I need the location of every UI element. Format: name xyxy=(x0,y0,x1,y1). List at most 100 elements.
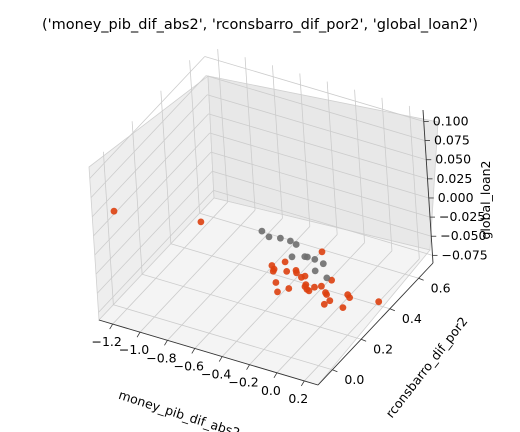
z-tick-label: 0.000 xyxy=(438,190,474,205)
grid-line xyxy=(205,75,426,141)
scatter-point xyxy=(298,273,305,281)
grid-line xyxy=(199,212,419,279)
y-tick-label: 0.6 xyxy=(431,280,451,295)
scatter-point xyxy=(293,269,300,277)
grid-line xyxy=(93,113,209,237)
x-tick-label: −1.2 xyxy=(92,334,122,349)
grid-line xyxy=(167,218,283,341)
y-tick-label: 0.2 xyxy=(373,341,393,356)
scatter-point xyxy=(346,294,353,301)
scatter-point xyxy=(288,253,296,261)
z-tick-label: 0.100 xyxy=(433,113,469,128)
scatter-point xyxy=(305,287,313,295)
grid-line xyxy=(210,151,431,218)
scatter-point xyxy=(311,256,319,263)
scatter-point xyxy=(197,218,205,226)
grid-line xyxy=(249,242,365,365)
scatter-point xyxy=(375,298,383,306)
scatter-point xyxy=(274,288,281,296)
grid-line xyxy=(408,105,420,259)
x-tick-label: 0.2 xyxy=(288,391,308,406)
grid-line xyxy=(204,56,424,122)
scatter-point xyxy=(110,207,118,215)
x-tick-mark xyxy=(164,340,168,346)
grid-line xyxy=(276,250,393,374)
grid-line xyxy=(90,75,207,198)
scatter-point xyxy=(311,283,318,291)
grid-line xyxy=(102,151,114,305)
grid-line xyxy=(189,60,201,214)
z-tick-label: 0.050 xyxy=(435,152,471,167)
z-tick-label: −0.025 xyxy=(439,209,485,224)
y-tick-mark xyxy=(332,369,338,373)
x-tick-label: −0.8 xyxy=(146,350,176,365)
y-tick-mark xyxy=(418,277,424,281)
x-tick-label: −0.4 xyxy=(201,367,231,382)
grid-line xyxy=(96,170,213,294)
axis-lines xyxy=(98,109,434,386)
grid-line xyxy=(381,97,393,251)
scatter-point xyxy=(268,262,276,269)
z-tick-labels: 0.100 0.075 0.050 0.025 0.000 −0.025 −0.050 −0.… xyxy=(423,113,488,262)
grid-line xyxy=(299,73,311,227)
grid-line xyxy=(139,209,256,333)
grid-line xyxy=(209,132,429,199)
scatter-point xyxy=(283,268,291,275)
grid-lines xyxy=(89,49,433,382)
scatter-point xyxy=(318,282,325,290)
z-axis-label: global_loan2 xyxy=(478,160,493,239)
scatter-point xyxy=(258,227,266,235)
scatter-point xyxy=(285,285,293,292)
grid-line xyxy=(354,89,365,243)
scatter-point xyxy=(281,258,289,266)
y-tick-mark xyxy=(389,308,396,312)
x-tick-mark xyxy=(191,348,196,354)
grid-line xyxy=(91,94,208,217)
scatter-point xyxy=(272,279,280,286)
scatter-point xyxy=(269,267,277,275)
scatter-point xyxy=(318,248,326,256)
scatter-point xyxy=(339,304,347,311)
x-axis-line xyxy=(98,319,319,386)
x-tick-mark xyxy=(273,372,278,379)
grid-line xyxy=(194,226,311,349)
grid-line xyxy=(142,273,362,340)
y-axis-label: rconsbarro_dif_por2 xyxy=(382,314,470,421)
y-tick-labels: 0.0 0.2 0.4 0.6 xyxy=(332,277,451,387)
x-tick-mark xyxy=(218,356,223,362)
scatter-point xyxy=(304,253,311,261)
grid-line xyxy=(304,258,420,382)
grid-line xyxy=(89,56,206,179)
x-tick-label: −0.2 xyxy=(228,375,258,390)
grid-line xyxy=(213,189,433,256)
scatter-point xyxy=(311,267,319,275)
x-axis-label: money_pib_dif_abs2 xyxy=(117,387,242,432)
x-tick-label: −1.0 xyxy=(119,342,149,357)
chart-title: ('money_pib_dif_abs2', 'rconsbarro_dif_p… xyxy=(42,17,478,33)
scatter-point xyxy=(292,241,300,248)
x-tick-mark xyxy=(109,323,114,330)
y-tick-mark xyxy=(360,338,367,342)
z-axis-line xyxy=(422,109,434,264)
y-tick-label: 0.0 xyxy=(344,372,364,387)
scatter-point xyxy=(322,289,329,297)
grid-line xyxy=(160,90,172,244)
x-tick-mark xyxy=(136,331,141,338)
x-tick-label: 0.0 xyxy=(261,383,281,398)
z-tick-label: 0.075 xyxy=(434,133,470,148)
grid-line xyxy=(208,113,428,180)
scatter-point xyxy=(319,260,327,268)
x-tick-label: −0.6 xyxy=(174,358,204,373)
grid-line xyxy=(170,243,390,310)
axes-panes xyxy=(88,75,439,386)
scatter-points xyxy=(110,207,383,311)
grid-line xyxy=(217,49,229,203)
scatter-point xyxy=(326,297,334,305)
grid-line xyxy=(94,132,211,256)
grid-line xyxy=(113,304,333,371)
grid-line xyxy=(212,170,432,237)
grid-line xyxy=(131,121,143,275)
y-axis-line xyxy=(317,262,434,386)
grid-line xyxy=(112,201,228,325)
